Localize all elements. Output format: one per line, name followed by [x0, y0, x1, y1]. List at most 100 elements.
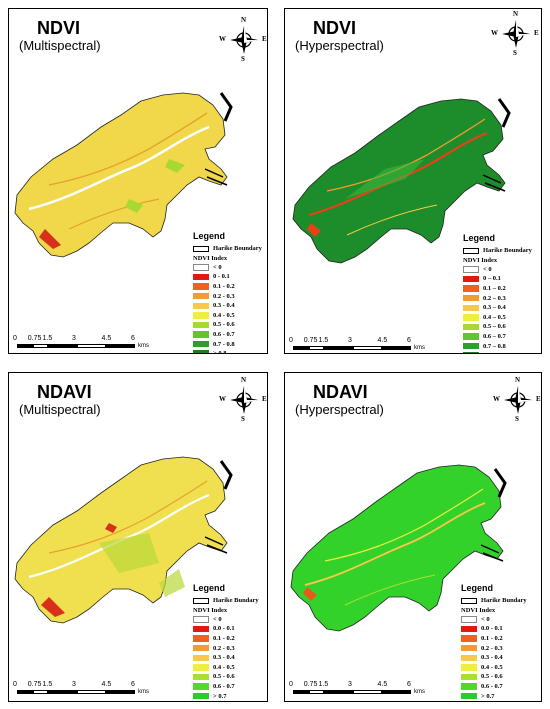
legend-swatch [193, 683, 209, 690]
legend-swatch [193, 340, 209, 348]
scale-tick-label: 3 [72, 335, 76, 342]
legend-item: 0.1 - 0.2 [193, 282, 262, 292]
legend-swatch [463, 304, 479, 312]
scale-tick-label: 6 [131, 335, 135, 342]
legend-label: 0.3 – 0.4 [483, 304, 506, 312]
scale-unit: kms [138, 689, 149, 695]
legend-label: 0.0 - 0.1 [481, 625, 503, 633]
legend-label: 0.1 – 0.2 [483, 285, 506, 293]
scale-bar-segments [17, 690, 135, 694]
panel-subtitle: (Multispectral) [19, 402, 101, 417]
legend-item: 0.6 - 0.7 [193, 330, 262, 340]
legend-item: < 0 [193, 263, 262, 273]
legend-item: 0.2 - 0.3 [461, 643, 527, 653]
scale-bar-segments [293, 346, 411, 350]
boundary-swatch [463, 247, 479, 254]
legend-item: 0.0 - 0.1 [461, 624, 527, 634]
scale-bar-segments [293, 690, 411, 694]
scale-tick-label: 0 [13, 681, 17, 688]
legend-swatch [193, 664, 209, 671]
legend-label: 0.2 - 0.3 [213, 292, 235, 300]
legend-item: 0.5 - 0.6 [193, 320, 262, 330]
north-arrow-icon: N S W E [491, 10, 539, 57]
legend: Legend Harike Bundary NDVI Index < 0 0.0 … [461, 583, 527, 701]
legend-label: 0.7 - 0.8 [213, 340, 235, 348]
north-arrow-icon: N S W E [493, 376, 541, 423]
scale-tick-label: 1.5 [42, 335, 53, 342]
legend-swatch [193, 321, 209, 329]
scale-tick-label: 3 [348, 681, 352, 688]
legend-swatch [461, 616, 477, 623]
legend-label: 0.4 - 0.5 [213, 663, 235, 671]
legend-swatch [193, 292, 209, 300]
scale-bar: 0 0.75 1.5 3 4.5 6 kms [13, 335, 163, 353]
legend-swatch [463, 266, 479, 273]
scale-tick-label: 3 [348, 337, 352, 344]
legend-swatch [463, 285, 479, 292]
legend-swatch [193, 644, 209, 652]
legend-classes: < 0 0.0 - 0.1 0.1 - 0.2 0.2 - 0.3 0.3 - 0.4 0… [461, 615, 527, 701]
scale-bar: 0 0.75 1.5 3 4.5 6 kms [13, 681, 163, 701]
legend-item: < 0 [463, 265, 532, 275]
scale-unit: kms [414, 345, 425, 351]
legend-swatch [463, 352, 479, 353]
legend-label: 0.4 - 0.5 [213, 311, 235, 319]
legend-swatch [461, 635, 477, 642]
legend-swatch [463, 314, 479, 321]
legend-swatch [463, 323, 479, 331]
scale-tick-label: 0 [13, 335, 17, 342]
legend-item: > 0.8 [463, 351, 532, 353]
study-area-map [290, 464, 507, 632]
legend-swatch [463, 294, 479, 302]
legend-label: 0.4 – 0.5 [483, 313, 506, 321]
legend-item: 0.7 – 0.8 [463, 341, 532, 351]
panel-title: NDAVI [37, 382, 92, 402]
legend-swatch [463, 275, 479, 283]
scale-bar: 0 0.75 1.5 3 4.5 6 kms [289, 681, 439, 701]
legend-swatch [193, 692, 209, 700]
legend-item: 0.3 - 0.4 [193, 301, 262, 311]
study-area-map [14, 92, 233, 258]
legend-item: 0.5 - 0.6 [193, 672, 259, 682]
legend-label: 0.2 – 0.3 [483, 294, 506, 302]
legend-classes: < 0 0 - 0.1 0.1 - 0.2 0.2 - 0.3 0.3 - 0.4 0.4… [193, 263, 262, 354]
legend-item: 0.1 - 0.2 [193, 634, 259, 644]
legend-label: 0.6 – 0.7 [483, 333, 506, 341]
scale-tick-label: 0.75 [303, 337, 318, 344]
scale-tick-label: 0.75 [27, 681, 42, 688]
legend-label: 0 - 0.1 [213, 273, 230, 281]
legend-label: < 0 [483, 265, 492, 273]
legend-item: 0.7 - 0.8 [193, 339, 262, 349]
legend-swatch [461, 683, 477, 690]
legend-label: 0 – 0.1 [483, 275, 501, 283]
map-panel-ndavi-hyperspectral: NDAVI (Hyperspectral) N S W E Legend Har… [284, 372, 542, 702]
legend-swatch [193, 312, 209, 319]
legend-item: 0.6 - 0.7 [461, 682, 527, 692]
scale-tick-label: 4.5 [377, 681, 388, 688]
legend-label: > 0.8 [213, 350, 227, 354]
legend-item: 0.2 - 0.3 [193, 643, 259, 653]
legend-item: < 0 [461, 615, 527, 625]
legend-item: 0.4 - 0.5 [461, 663, 527, 673]
legend-item: 0.6 - 0.7 [193, 682, 259, 692]
legend-swatch [461, 644, 477, 652]
legend-swatch [461, 654, 477, 662]
map-panel-ndvi-hyperspectral: NDVI (Hyperspectral) N S W E Legend Hari… [284, 8, 542, 354]
legend-label: < 0 [213, 263, 222, 271]
scale-unit: kms [138, 343, 149, 349]
legend-label: 0.1 - 0.2 [481, 635, 503, 643]
legend-item: > 0.7 [461, 691, 527, 701]
study-area-map [292, 98, 511, 264]
map-panel-ndvi-multispectral: NDVI (Multispectral) N S W E Legend Hari… [8, 8, 268, 354]
legend-label: > 0.7 [481, 692, 495, 700]
legend-item: 0 – 0.1 [463, 274, 532, 284]
scale-unit: kms [414, 689, 425, 695]
study-area-map [14, 456, 233, 624]
scale-tick-label: 4.5 [101, 335, 112, 342]
north-arrow-icon: N S W E [219, 376, 267, 423]
scale-tick-label: 0 [289, 337, 293, 344]
legend-swatch [461, 664, 477, 671]
legend-swatch [193, 654, 209, 662]
scale-tick-label: 0 [289, 681, 293, 688]
